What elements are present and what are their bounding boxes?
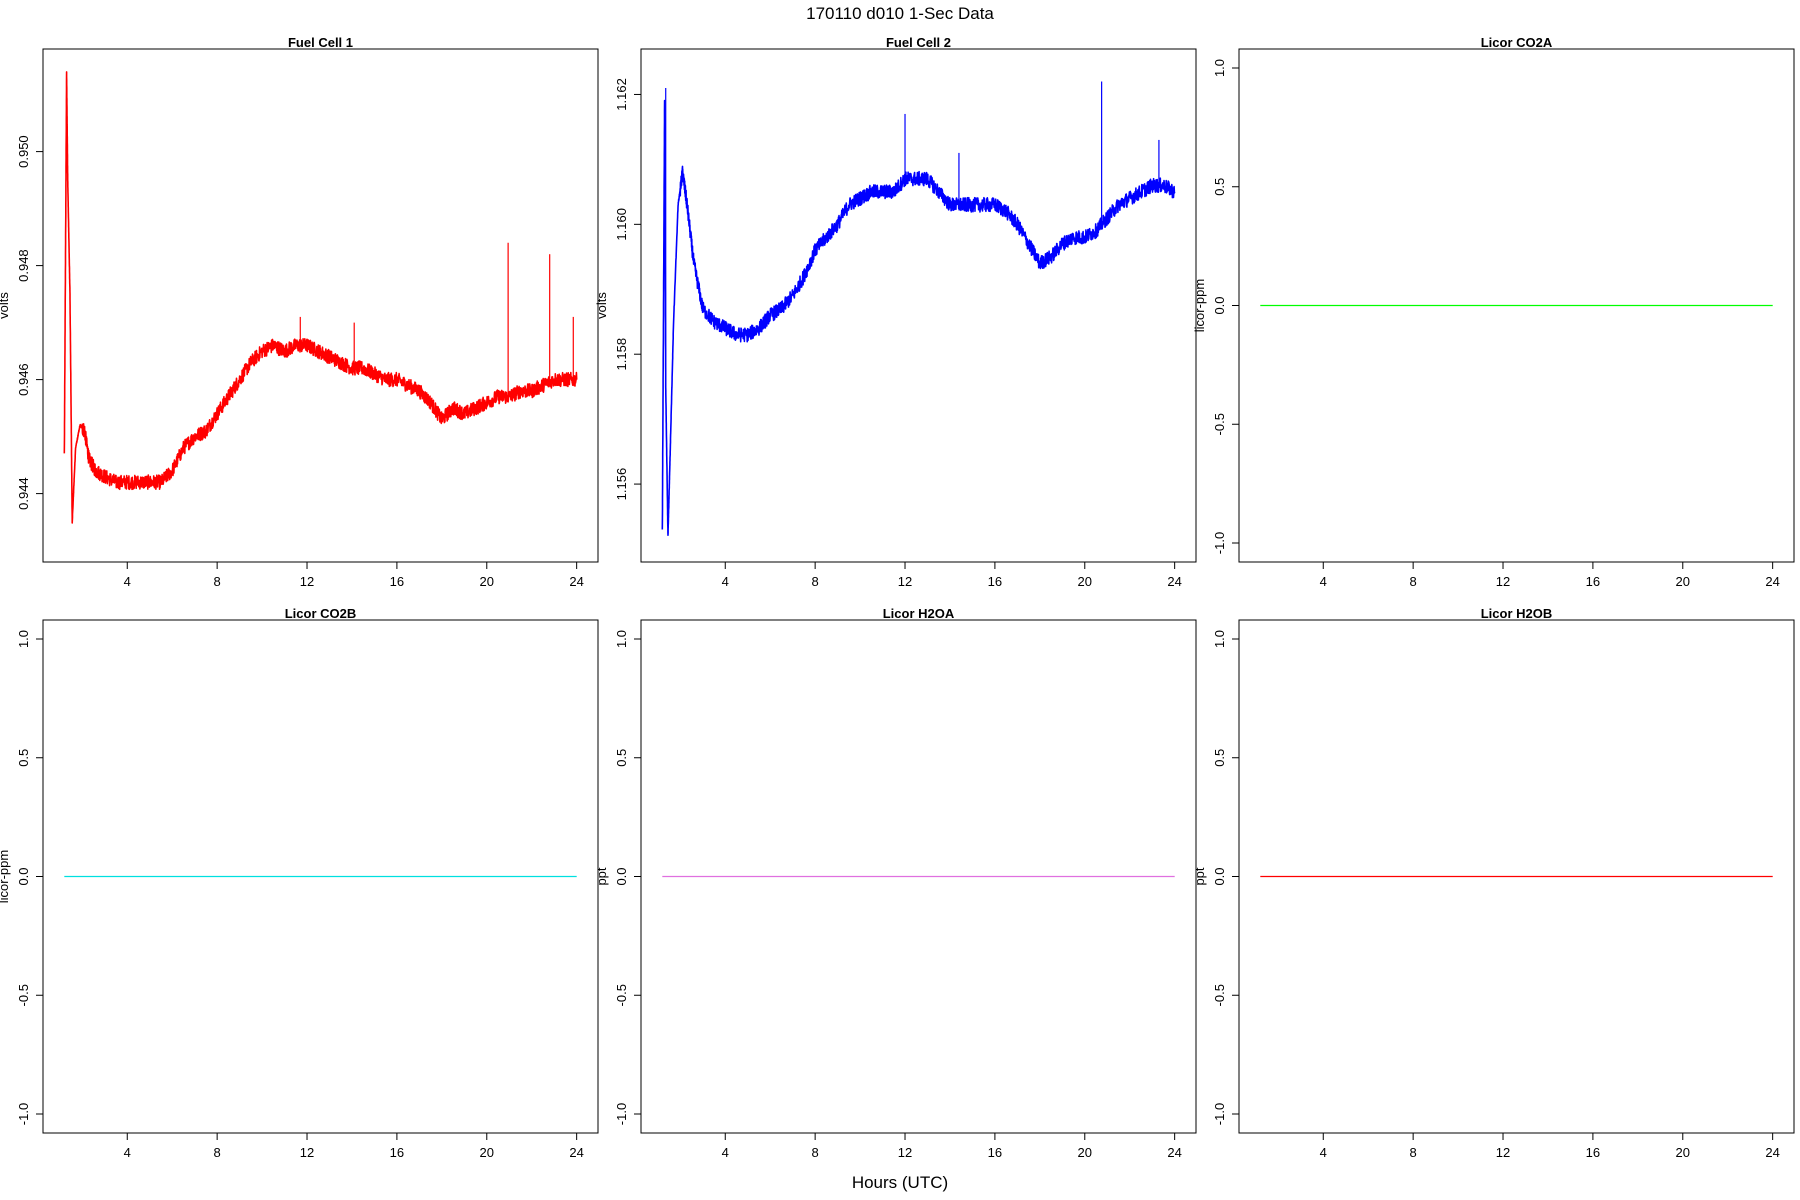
- panel-title: Fuel Cell 1: [288, 35, 353, 50]
- panel-title: Licor CO2B: [285, 606, 357, 621]
- y-tick-label: 0.950: [16, 135, 31, 168]
- y-tick-label: 0.5: [1212, 749, 1227, 767]
- x-tick-label: 4: [1320, 1145, 1327, 1160]
- x-tick-label: 4: [722, 1145, 729, 1160]
- panel-title: Licor H2OB: [1481, 606, 1553, 621]
- series-line: [63, 71, 578, 524]
- plot-frame: [640, 48, 1197, 563]
- panel-title: Licor H2OA: [883, 606, 955, 621]
- y-tick-label: 0.0: [16, 867, 31, 885]
- x-tick-label: 20: [480, 1145, 494, 1160]
- plot-frame: [42, 48, 599, 563]
- figure-title: 170110 d010 1-Sec Data: [806, 4, 994, 23]
- x-tick-label: 20: [1676, 1145, 1690, 1160]
- x-tick-label: 16: [1586, 574, 1600, 589]
- panel-title: Fuel Cell 2: [886, 35, 951, 50]
- y-axis-label: volts: [594, 292, 609, 319]
- chart-panel-4: Licor CO2B licor-ppm 4 8 12 16 20 24 -1.0 -0.5 0.0…: [0, 606, 599, 1160]
- y-tick-label: 1.0: [1212, 630, 1227, 648]
- x-tick-label: 16: [1586, 1145, 1600, 1160]
- x-tick-label: 8: [1410, 574, 1417, 589]
- x-tick-label: 16: [390, 1145, 404, 1160]
- x-tick-label: 8: [812, 1145, 819, 1160]
- x-tick-label: 4: [722, 574, 729, 589]
- y-tick-label: -1.0: [614, 1103, 629, 1125]
- x-tick-label: 12: [898, 1145, 912, 1160]
- chart-panel-3: Licor CO2A licor-ppm 4 8 12 16 20 24 -1.0 -0.5 0.0…: [1192, 35, 1795, 589]
- y-axis-label: ppt: [594, 867, 609, 885]
- y-tick-label: -0.5: [1212, 984, 1227, 1006]
- y-tick-label: 0.944: [16, 477, 31, 510]
- y-tick-label: 1.0: [614, 630, 629, 648]
- y-tick-label: 1.0: [1212, 59, 1227, 77]
- panel-title: Licor CO2A: [1481, 35, 1553, 50]
- x-tick-label: 8: [214, 1145, 221, 1160]
- x-tick-label: 12: [300, 574, 314, 589]
- y-tick-label: 0.0: [1212, 867, 1227, 885]
- x-tick-label: 24: [1765, 574, 1779, 589]
- y-tick-label: 0.0: [1212, 296, 1227, 314]
- y-tick-label: 1.158: [614, 338, 629, 371]
- y-tick-label: -1.0: [16, 1103, 31, 1125]
- x-tick-label: 4: [124, 1145, 131, 1160]
- x-tick-label: 8: [812, 574, 819, 589]
- figure-xlabel: Hours (UTC): [852, 1173, 948, 1192]
- x-tick-label: 4: [1320, 574, 1327, 589]
- y-tick-label: 0.5: [16, 749, 31, 767]
- x-tick-label: 24: [569, 1145, 583, 1160]
- x-tick-label: 12: [300, 1145, 314, 1160]
- y-tick-label: -0.5: [1212, 413, 1227, 435]
- y-tick-label: -1.0: [1212, 532, 1227, 554]
- y-tick-label: -0.5: [16, 984, 31, 1006]
- y-tick-label: 1.162: [614, 78, 629, 111]
- y-tick-label: 1.0: [16, 630, 31, 648]
- y-tick-label: -0.5: [614, 984, 629, 1006]
- y-axis-label: licor-ppm: [1192, 279, 1207, 332]
- series-line: [661, 99, 1176, 537]
- y-tick-label: 0.946: [16, 363, 31, 396]
- chart-panel-2: Fuel Cell 2 volts 4 8 12 16 20 24 1.156 1.158 1.16…: [594, 35, 1197, 589]
- y-tick-label: -1.0: [1212, 1103, 1227, 1125]
- y-axis-label: ppt: [1192, 867, 1207, 885]
- chart-panel-5: Licor H2OA ppt 4 8 12 16 20 24 -1.0 -0.5 0.0 0.5 1.0: [594, 606, 1197, 1160]
- y-tick-label: 0.0: [614, 867, 629, 885]
- x-tick-label: 16: [988, 574, 1002, 589]
- x-tick-label: 20: [1676, 574, 1690, 589]
- x-tick-label: 12: [898, 574, 912, 589]
- x-tick-label: 8: [1410, 1145, 1417, 1160]
- y-tick-label: 1.156: [614, 468, 629, 501]
- y-tick-label: 1.160: [614, 208, 629, 241]
- x-tick-label: 20: [1078, 1145, 1092, 1160]
- y-tick-label: 0.948: [16, 249, 31, 282]
- x-tick-label: 24: [569, 574, 583, 589]
- y-axis-label: volts: [0, 292, 11, 319]
- y-axis-label: licor-ppm: [0, 850, 11, 903]
- y-tick-label: 0.5: [1212, 178, 1227, 196]
- x-tick-label: 24: [1167, 1145, 1181, 1160]
- chart-panel-1: Fuel Cell 1 volts 4 8 12 16 20 24 0.944 0.946 0.94…: [0, 35, 599, 589]
- x-tick-label: 20: [480, 574, 494, 589]
- x-tick-label: 20: [1078, 574, 1092, 589]
- x-tick-label: 8: [214, 574, 221, 589]
- chart-panel-6: Licor H2OB ppt 4 8 12 16 20 24 -1.0 -0.5 0.0 0.5 1.0: [1192, 606, 1795, 1160]
- y-tick-label: 0.5: [614, 749, 629, 767]
- x-tick-label: 16: [390, 574, 404, 589]
- x-tick-label: 12: [1496, 1145, 1510, 1160]
- x-tick-label: 24: [1765, 1145, 1779, 1160]
- x-tick-label: 12: [1496, 574, 1510, 589]
- x-tick-label: 4: [124, 574, 131, 589]
- x-tick-label: 16: [988, 1145, 1002, 1160]
- x-tick-label: 24: [1167, 574, 1181, 589]
- panels: Fuel Cell 1 volts 4 8 12 16 20 24 0.944 0.946 0.94…: [0, 35, 1795, 1160]
